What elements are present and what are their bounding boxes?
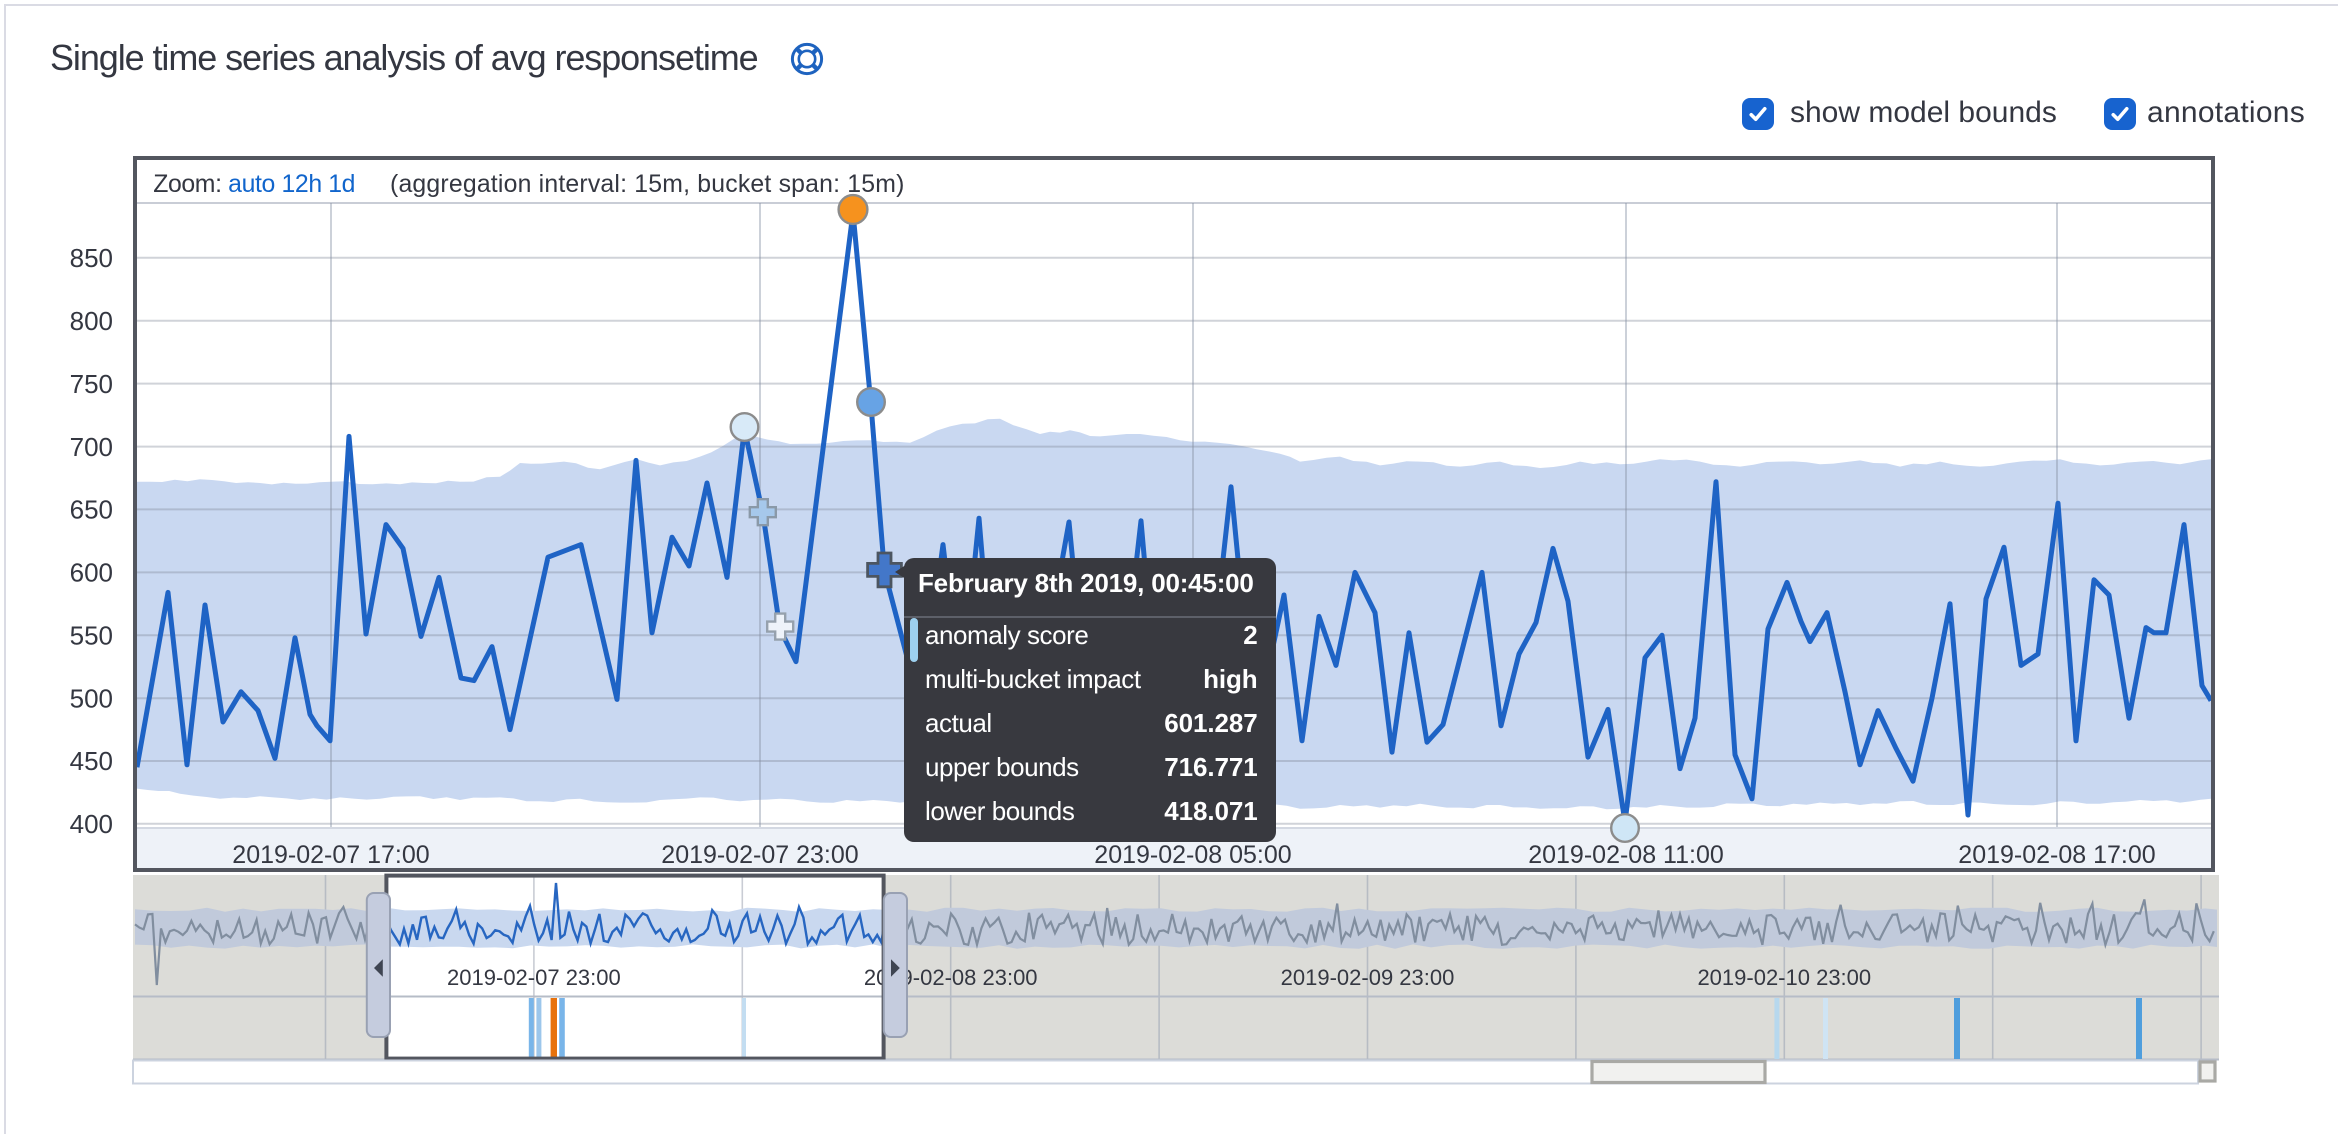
svg-text:700: 700	[70, 432, 113, 462]
svg-text:650: 650	[70, 495, 113, 525]
svg-text:2019-02-07 17:00: 2019-02-07 17:00	[232, 841, 429, 869]
svg-text:550: 550	[70, 620, 113, 650]
svg-text:500: 500	[70, 683, 113, 713]
svg-text:400: 400	[70, 809, 113, 839]
svg-text:2019-02-10 23:00: 2019-02-10 23:00	[1697, 965, 1871, 990]
svg-text:2019-02-07 23:00: 2019-02-07 23:00	[447, 965, 621, 990]
svg-text:600: 600	[70, 558, 113, 588]
svg-text:2019-02-07 23:00: 2019-02-07 23:00	[661, 841, 858, 869]
svg-text:800: 800	[70, 306, 113, 336]
svg-text:450: 450	[70, 746, 113, 776]
svg-text:2019-02-08 05:00: 2019-02-08 05:00	[1094, 841, 1291, 869]
svg-text:850: 850	[70, 243, 113, 273]
svg-text:750: 750	[70, 369, 113, 399]
svg-text:2019-02-09 23:00: 2019-02-09 23:00	[1281, 965, 1455, 990]
svg-text:2019-02-08 11:00: 2019-02-08 11:00	[1528, 841, 1724, 869]
svg-text:2019-02-08 17:00: 2019-02-08 17:00	[1958, 841, 2155, 869]
